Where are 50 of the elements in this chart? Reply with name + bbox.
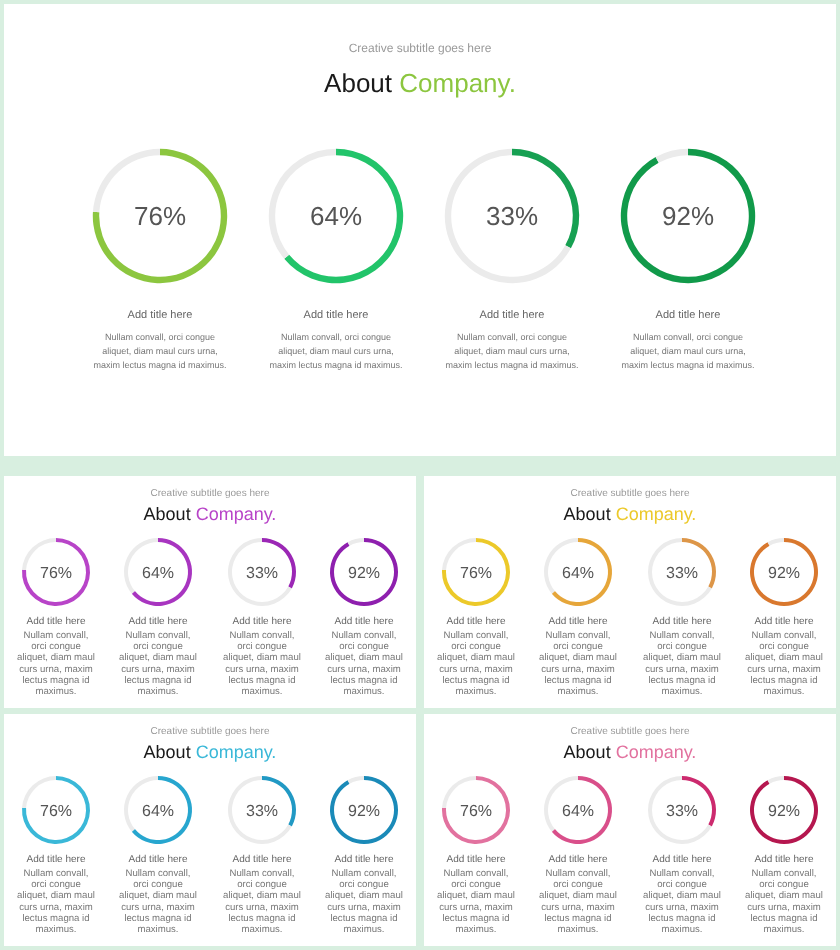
- donut-slice: [750, 538, 818, 606]
- data-label: 33%: [665, 563, 699, 582]
- text: About Company.: [143, 504, 277, 524]
- data-label: 92%: [347, 801, 381, 820]
- donut-slice: [655, 148, 688, 163]
- donut-slice: [22, 538, 90, 606]
- data-label: 33%: [245, 563, 279, 582]
- donut-slice: [620, 148, 756, 284]
- text: About Company.: [563, 742, 697, 762]
- data-label: 64%: [141, 563, 175, 582]
- data-label: 92%: [767, 801, 801, 820]
- donut-slice: [22, 776, 90, 844]
- donut-slice: [92, 148, 228, 284]
- donut-slice: [131, 776, 192, 844]
- donut-slice: [228, 538, 292, 606]
- donut-slice: [347, 538, 364, 546]
- donut-slice: [750, 776, 818, 844]
- donut-slice: [347, 776, 364, 784]
- data-label: 76%: [133, 201, 187, 232]
- data-label: 64%: [561, 801, 595, 820]
- donut-slice: [284, 148, 404, 284]
- donut-slice: [551, 776, 612, 844]
- donut-slice: [444, 148, 571, 284]
- text: About Company.: [143, 742, 277, 762]
- text: About Company.: [324, 68, 516, 98]
- data-label: 76%: [39, 563, 73, 582]
- donut-slice: [767, 776, 784, 784]
- data-label: 33%: [245, 801, 279, 820]
- donut-slice: [648, 776, 712, 844]
- donut-slice: [648, 538, 712, 606]
- donut-slice: [767, 538, 784, 546]
- donut-slice: [551, 538, 612, 606]
- data-label: 76%: [39, 801, 73, 820]
- donut-slice: [228, 776, 292, 844]
- donut-slice: [330, 776, 398, 844]
- donut-slice: [131, 538, 192, 606]
- donut-slice: [442, 776, 510, 844]
- data-label: 76%: [459, 563, 493, 582]
- donut-slice: [442, 538, 510, 606]
- data-label: 92%: [661, 201, 715, 232]
- donut-slice: [330, 538, 398, 606]
- data-label: 64%: [561, 563, 595, 582]
- data-label: 64%: [141, 801, 175, 820]
- data-label: 33%: [665, 801, 699, 820]
- text: About Company.: [563, 504, 697, 524]
- data-label: 33%: [485, 201, 539, 232]
- data-label: 64%: [309, 201, 363, 232]
- data-label: 92%: [767, 563, 801, 582]
- data-label: 76%: [459, 801, 493, 820]
- data-label: 92%: [347, 563, 381, 582]
